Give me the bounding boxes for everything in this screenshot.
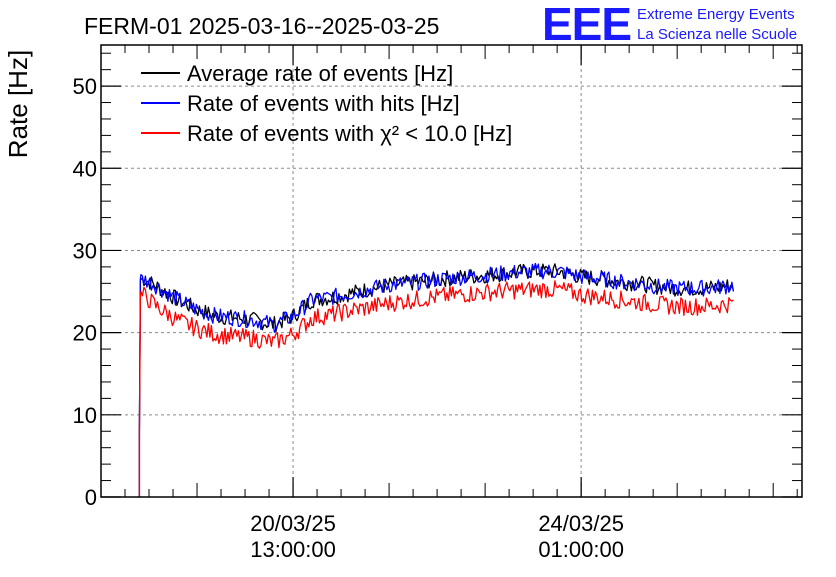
plot-frame [100,44,803,498]
series-line-average [138,263,734,497]
axis-ticks [101,45,802,498]
org-name-line2: La Scienza nelle Scuole [637,26,797,43]
grid-lines [101,45,802,497]
y-tick-label: 30 [73,238,97,263]
y-tick-label: 20 [73,321,97,346]
y-tick-label: 10 [73,403,97,428]
y-tick-label: 50 [73,74,97,99]
x-tick-label-time: 01:00:00 [538,537,624,562]
legend-label-average: Average rate of events [Hz] [187,61,453,86]
eee-logo: EEE Extreme Energy Events La Scienza nel… [542,0,797,50]
org-name-line1: Extreme Energy Events [637,6,795,23]
legend: Average rate of events [Hz] Rate of event… [141,61,512,146]
y-tick-label: 0 [85,485,97,510]
x-tick-label-date: 24/03/25 [538,511,624,536]
series-line-chi2 [138,280,734,497]
data-series [138,262,735,497]
x-tick-label-time: 13:00:00 [250,537,336,562]
legend-label-chi2: Rate of events with χ² < 10.0 [Hz] [187,121,512,146]
y-axis-label: Rate [Hz] [3,50,33,158]
legend-label-hits: Rate of events with hits [Hz] [187,91,460,116]
x-tick-label-date: 20/03/25 [250,511,336,536]
y-tick-labels: 0 10 20 30 40 50 [73,74,97,510]
eee-logo-text: EEE [542,0,631,50]
chart-title: FERM-01 2025-03-16--2025-03-25 [84,13,439,39]
series-line-hits [138,262,735,497]
y-tick-label: 40 [73,156,97,181]
